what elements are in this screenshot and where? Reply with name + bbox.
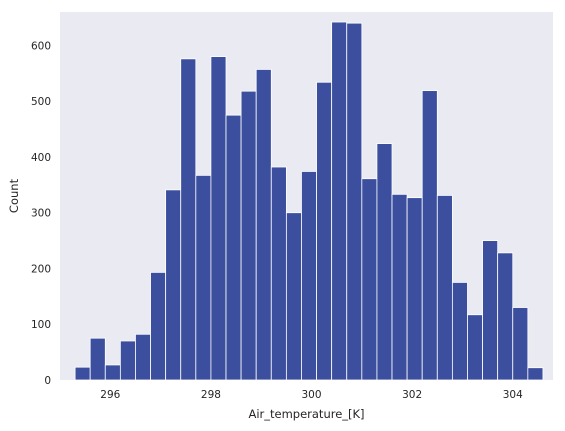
histogram-bar <box>150 271 167 381</box>
histogram-bar <box>104 364 121 381</box>
x-axis-label: Air_temperature_[K] <box>248 407 364 421</box>
histogram-bar <box>135 333 151 381</box>
histogram-bar <box>240 90 257 381</box>
histogram-bar <box>391 193 408 381</box>
histogram-bar <box>482 240 499 381</box>
histogram-bar <box>180 58 197 381</box>
histogram-bar <box>376 143 393 381</box>
y-tick-label: 0 <box>44 375 51 387</box>
histogram-bar <box>195 174 212 381</box>
histogram-bar <box>331 21 348 381</box>
histogram-bar <box>406 197 423 381</box>
y-axis-label: Count <box>7 178 21 213</box>
histogram-bar <box>210 56 227 381</box>
x-tick-label: 300 <box>302 389 322 401</box>
histogram-bar <box>361 178 378 381</box>
histogram-bar <box>74 366 91 381</box>
histogram-bar <box>421 90 438 381</box>
y-tick-labels: 0 100 200 300 400 500 600 <box>31 40 51 387</box>
x-tick-label: 304 <box>503 389 523 401</box>
x-tick-label: 298 <box>201 389 221 401</box>
y-tick-label: 100 <box>31 319 51 331</box>
histogram-bar <box>255 69 272 381</box>
y-tick-label: 500 <box>31 96 51 108</box>
histogram-bar <box>225 114 242 381</box>
bars-group <box>74 21 544 381</box>
histogram-bar <box>467 314 483 381</box>
histogram-bar <box>119 340 136 381</box>
histogram-bar <box>436 195 453 381</box>
histogram-bar <box>285 212 302 381</box>
x-tick-label: 296 <box>100 389 120 401</box>
y-tick-label: 200 <box>31 263 51 275</box>
histogram-bar <box>301 171 317 381</box>
histogram-bar <box>346 22 363 381</box>
x-tick-label: 302 <box>402 389 422 401</box>
histogram-bar <box>527 367 544 381</box>
histogram-bar <box>451 282 468 381</box>
x-tick-labels: 296 298 300 302 304 <box>100 389 523 401</box>
y-tick-label: 600 <box>31 40 51 52</box>
histogram-bar <box>512 307 529 381</box>
y-tick-label: 400 <box>31 152 51 164</box>
histogram-bar <box>497 252 514 381</box>
histogram-bar <box>89 337 106 381</box>
histogram-bar <box>270 166 287 381</box>
histogram-bar <box>316 81 333 381</box>
y-tick-label: 300 <box>31 208 51 220</box>
histogram-bar <box>165 189 182 381</box>
